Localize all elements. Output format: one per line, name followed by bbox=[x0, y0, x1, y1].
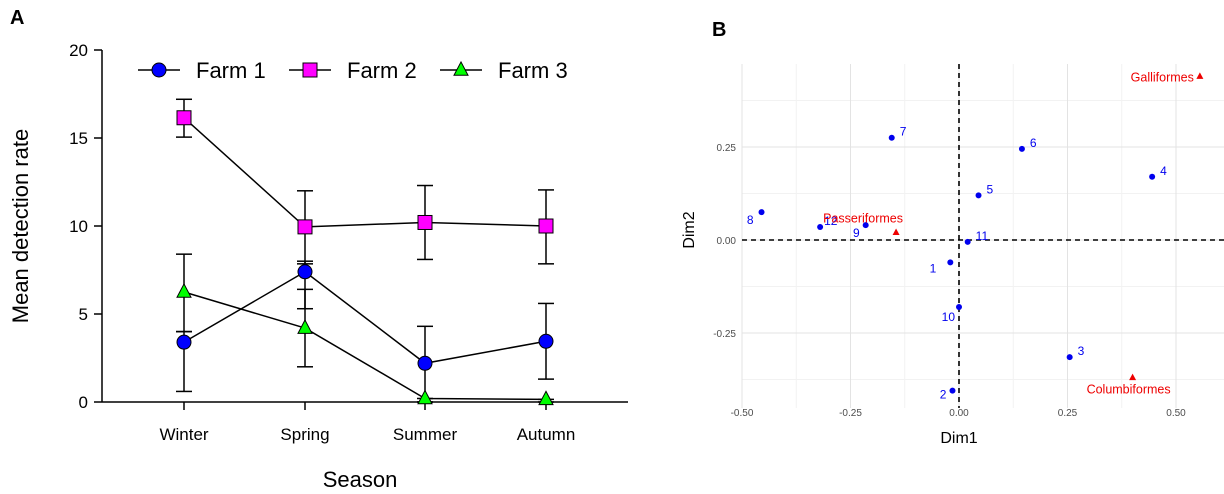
panel-b-point bbox=[758, 209, 765, 216]
panel-a-x-tick-label: Autumn bbox=[517, 425, 576, 444]
panel-b-point bbox=[1018, 145, 1025, 152]
panel-b-label: B bbox=[712, 19, 726, 41]
panel-b-point-label: 11 bbox=[976, 229, 989, 243]
panel-b-point-label: 5 bbox=[987, 182, 994, 196]
panel-a-legend: Farm 1 Farm 2 Farm 3 bbox=[138, 58, 568, 83]
panel-b-x-tick-label: 0.25 bbox=[1058, 408, 1078, 419]
panel-b-category-label: Columbiformes bbox=[1087, 383, 1171, 397]
panel-b-x-tick-label: 0.00 bbox=[949, 408, 969, 419]
panel-b-category-label: Passeriformes bbox=[823, 212, 903, 226]
panel-a-legend-label: Farm 3 bbox=[498, 58, 568, 83]
panel-b-category-point bbox=[892, 228, 900, 236]
panel-b-point bbox=[949, 387, 956, 394]
panel-a-data-point bbox=[176, 282, 192, 298]
panel-a-x-tick-label: Winter bbox=[159, 425, 208, 444]
panel-b-point bbox=[817, 223, 824, 230]
panel-a-series-line bbox=[183, 117, 547, 228]
panel-a: A 0 5 10 15 20 Winter Spring Summer Autumn Farm … bbox=[8, 7, 628, 492]
panel-b-category-label: Galliformes bbox=[1131, 70, 1194, 84]
panel-a-x-tick-label: Summer bbox=[393, 425, 458, 444]
panel-a-data-point bbox=[176, 334, 192, 350]
panel-a-y-axis-label: Mean detection rate bbox=[8, 129, 33, 323]
panel-a-data-point bbox=[417, 355, 433, 371]
panel-b-point bbox=[947, 259, 954, 266]
panel-b-point-label: 6 bbox=[1030, 136, 1037, 150]
panel-a-legend-marker bbox=[151, 62, 167, 78]
panel-b-point bbox=[1149, 173, 1156, 180]
panel-a-data-point bbox=[176, 110, 192, 126]
panel-a-legend-marker bbox=[453, 60, 469, 76]
panel-a-data-point bbox=[297, 318, 313, 334]
panel-b-x-tick-label: -0.50 bbox=[731, 408, 754, 419]
panel-b-category-point bbox=[1196, 72, 1204, 79]
panel-b-point bbox=[1066, 354, 1073, 361]
panel-a-label: A bbox=[10, 7, 24, 29]
panel-b-y-axis-label: Dim2 bbox=[681, 211, 698, 248]
panel-a-legend-marker bbox=[302, 62, 318, 78]
panel-a-data-point bbox=[297, 264, 313, 280]
panel-b-x-tick-label: 0.50 bbox=[1166, 408, 1186, 419]
panel-b-point bbox=[888, 134, 895, 141]
panel-b-point-label: 2 bbox=[940, 388, 947, 402]
panel-b-point-label: 9 bbox=[853, 226, 860, 240]
panel-a-y-tick-label: 0 bbox=[79, 393, 88, 412]
panel-b-x-tick-label: -0.25 bbox=[839, 408, 862, 419]
panel-a-data-point bbox=[417, 214, 433, 230]
panel-b-category-point bbox=[1129, 373, 1137, 381]
panel-b-points: 123456789101112GalliformesPasseriformesC… bbox=[747, 70, 1204, 402]
panel-a-data-point bbox=[538, 333, 554, 349]
panel-a-y-tick-label: 10 bbox=[69, 217, 88, 236]
panel-b-y-tick-label: 0.25 bbox=[717, 143, 737, 154]
panel-b-point bbox=[956, 303, 962, 310]
panel-a-data-point bbox=[417, 389, 433, 405]
panel-b-y-tick-label: -0.25 bbox=[713, 329, 736, 340]
panel-b-point-label: 3 bbox=[1078, 344, 1085, 358]
panel-b-point-label: 10 bbox=[942, 310, 956, 324]
panel-b-point-label: 1 bbox=[930, 261, 937, 275]
panel-a-data-point bbox=[297, 219, 313, 235]
panel-b-point-label: 4 bbox=[1160, 164, 1167, 178]
panel-a-data-point bbox=[538, 390, 554, 406]
panel-a-y-tick-label: 15 bbox=[69, 129, 88, 148]
panel-b-point bbox=[862, 222, 869, 229]
panel-b-point-label: 12 bbox=[824, 214, 838, 228]
panel-b-point bbox=[964, 238, 971, 245]
panel-b-y-tick-label: 0.00 bbox=[717, 236, 737, 247]
panel-b-grid: -0.50 -0.25 0.00 0.25 0.50 -0.25 0.00 0.25 bbox=[713, 64, 1224, 419]
panel-a-series-line bbox=[183, 270, 547, 365]
panel-b-point-label: 8 bbox=[747, 213, 754, 227]
panel-a-data-point bbox=[538, 218, 554, 234]
panel-a-series bbox=[176, 98, 554, 406]
panel-b-point-label: 7 bbox=[900, 125, 907, 139]
panel-a-legend-label: Farm 1 bbox=[196, 58, 266, 83]
panel-a-legend-label: Farm 2 bbox=[347, 58, 417, 83]
panel-a-x-axis-label: Season bbox=[323, 467, 398, 492]
panel-b: B -0.50 -0.25 0.00 0.25 0.50-0.250.000.25 12… bbox=[681, 19, 1224, 447]
panel-a-axes: 0 5 10 15 20 Winter Spring Summer Autumn bbox=[69, 41, 628, 444]
panel-a-y-tick-label: 20 bbox=[69, 41, 88, 60]
panel-b-point bbox=[975, 192, 982, 199]
panel-a-x-tick-label: Spring bbox=[280, 425, 329, 444]
panel-a-series-line bbox=[183, 291, 547, 401]
panel-a-y-tick-label: 5 bbox=[79, 305, 88, 324]
panel-b-x-axis-label: Dim1 bbox=[940, 430, 977, 447]
